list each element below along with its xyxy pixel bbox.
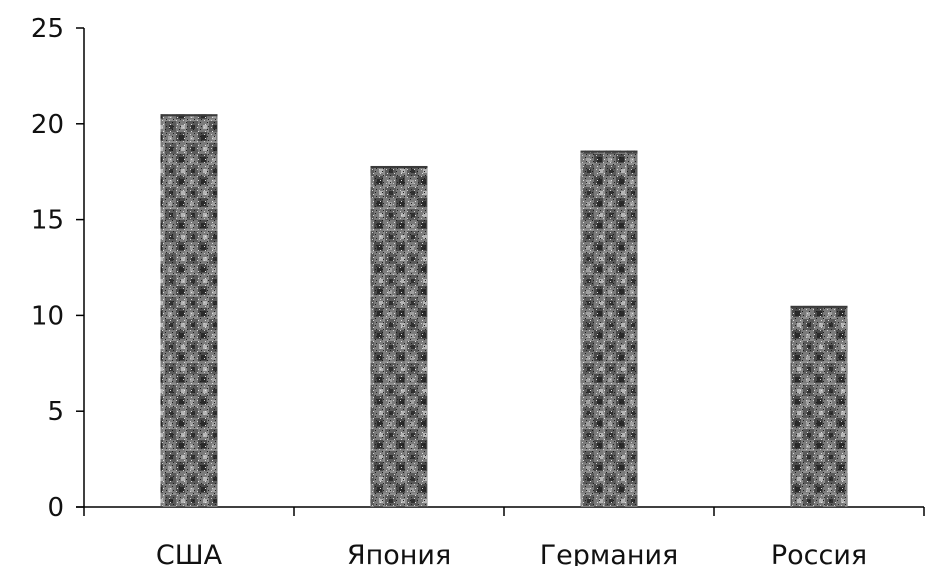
bar-group (580, 150, 638, 507)
x-category-label: Германия (540, 540, 679, 566)
x-category-label: США (156, 540, 223, 566)
plot-area: 0 5 10 15 20 25 США Япония Германия Россия (31, 14, 925, 566)
y-tick-label: 20 (31, 110, 64, 140)
y-tick-label: 10 (31, 301, 64, 331)
bar-group (160, 114, 218, 507)
bar-group (790, 305, 848, 507)
bar-texture (580, 150, 638, 507)
y-tick-label: 0 (47, 493, 64, 523)
x-category-label: Россия (771, 540, 867, 566)
bar-texture (160, 114, 218, 507)
bar-texture (790, 305, 848, 507)
bar-group (370, 165, 428, 507)
y-tick-label: 15 (31, 206, 64, 236)
y-tick-label: 25 (31, 14, 64, 44)
x-category-label: Япония (347, 540, 451, 566)
y-tick-label: 5 (47, 397, 64, 427)
bar-texture (370, 165, 428, 507)
